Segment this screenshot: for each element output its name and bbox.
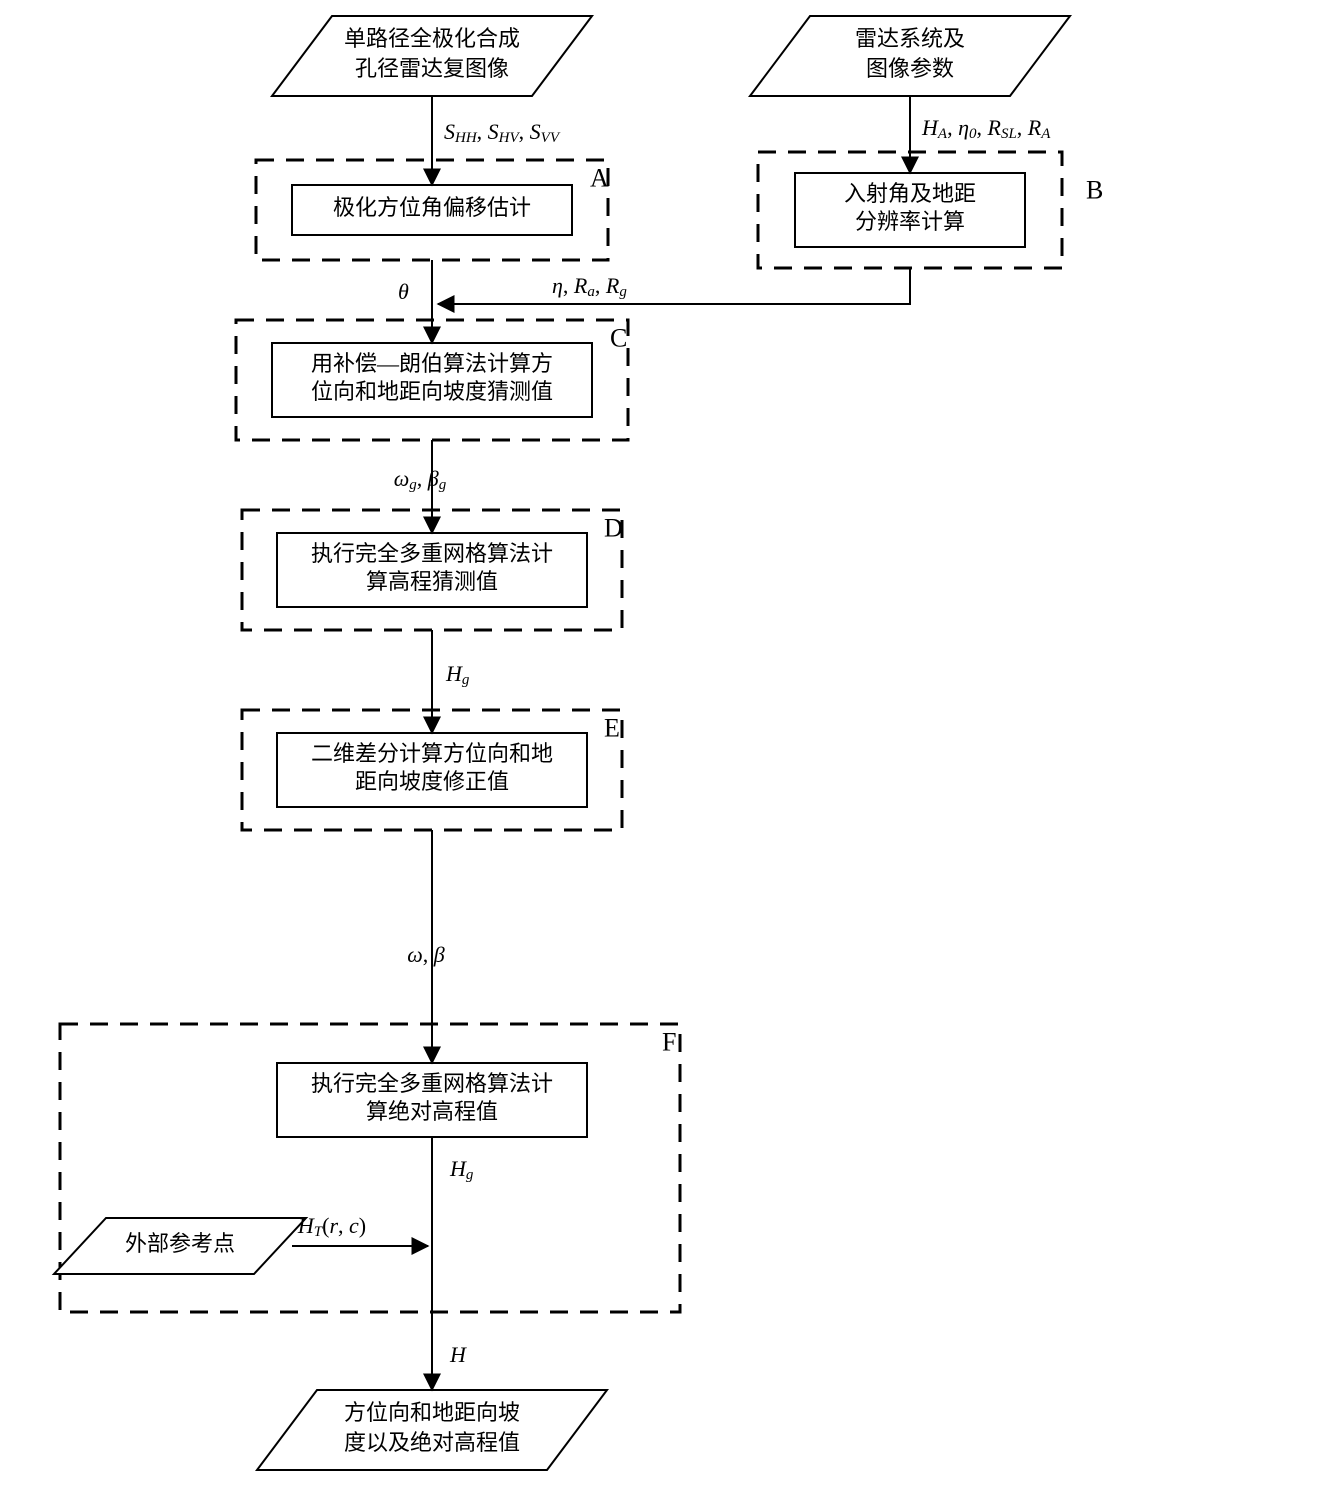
svg-text:ωg, βg: ωg, βg <box>394 466 447 493</box>
svg-text:η, Ra, Rg: η, Ra, Rg <box>552 273 627 300</box>
svg-text:距向坡度修正值: 距向坡度修正值 <box>355 769 509 794</box>
group-label-D: D <box>604 513 623 542</box>
svg-text:算高程猜测值: 算高程猜测值 <box>366 569 498 594</box>
group-label-A: A <box>590 163 609 192</box>
svg-text:二维差分计算方位向和地: 二维差分计算方位向和地 <box>311 741 553 766</box>
svg-text:分辨率计算: 分辨率计算 <box>855 209 965 234</box>
svg-text:用补偿—朗伯算法计算方: 用补偿—朗伯算法计算方 <box>311 351 553 376</box>
svg-text:SHH, SHV, SVV: SHH, SHV, SVV <box>444 119 561 146</box>
svg-text:位向和地距向坡度猜测值: 位向和地距向坡度猜测值 <box>311 379 553 404</box>
svg-text:θ: θ <box>398 279 409 304</box>
svg-text:算绝对高程值: 算绝对高程值 <box>366 1099 498 1124</box>
svg-text:方位向和地距向坡: 方位向和地距向坡 <box>344 1400 520 1425</box>
svg-text:H: H <box>449 1342 467 1367</box>
svg-text:图像参数: 图像参数 <box>866 56 954 81</box>
proc-box-B: 入射角及地距分辨率计算 <box>795 173 1025 247</box>
svg-text:HT(r, c): HT(r, c) <box>297 1213 366 1240</box>
io-output-result: 方位向和地距向坡度以及绝对高程值 <box>257 1390 607 1470</box>
proc-box-C: 用补偿—朗伯算法计算方位向和地距向坡度猜测值 <box>272 343 592 417</box>
svg-text:HA, η0, RSL, RA: HA, η0, RSL, RA <box>921 115 1051 142</box>
group-label-E: E <box>604 713 620 742</box>
group-label-C: C <box>610 323 627 352</box>
svg-text:外部参考点: 外部参考点 <box>125 1231 235 1256</box>
svg-text:Hg: Hg <box>445 661 470 688</box>
svg-text:入射角及地距: 入射角及地距 <box>844 181 976 206</box>
proc-box-E: 二维差分计算方位向和地距向坡度修正值 <box>277 733 587 807</box>
svg-text:ω, β: ω, β <box>407 942 445 967</box>
svg-text:孔径雷达复图像: 孔径雷达复图像 <box>355 56 509 81</box>
svg-text:执行完全多重网格算法计: 执行完全多重网格算法计 <box>311 1071 553 1096</box>
svg-text:极化方位角偏移估计: 极化方位角偏移估计 <box>333 195 531 220</box>
io-input-sar-image: 单路径全极化合成孔径雷达复图像 <box>272 16 592 96</box>
group-label-F: F <box>662 1027 676 1056</box>
svg-text:Hg: Hg <box>449 1156 474 1183</box>
edge-B-join <box>438 268 910 304</box>
proc-box-D: 执行完全多重网格算法计算高程猜测值 <box>277 533 587 607</box>
svg-text:度以及绝对高程值: 度以及绝对高程值 <box>344 1430 520 1455</box>
proc-box-F: 执行完全多重网格算法计算绝对高程值 <box>277 1063 587 1137</box>
io-input-radar-params: 雷达系统及图像参数 <box>750 16 1070 96</box>
proc-box-A: 极化方位角偏移估计 <box>292 185 572 235</box>
svg-text:雷达系统及: 雷达系统及 <box>855 26 965 51</box>
group-label-B: B <box>1086 175 1103 204</box>
svg-text:单路径全极化合成: 单路径全极化合成 <box>344 26 520 51</box>
svg-text:执行完全多重网格算法计: 执行完全多重网格算法计 <box>311 541 553 566</box>
io-input-reference-point: 外部参考点 <box>54 1218 306 1274</box>
